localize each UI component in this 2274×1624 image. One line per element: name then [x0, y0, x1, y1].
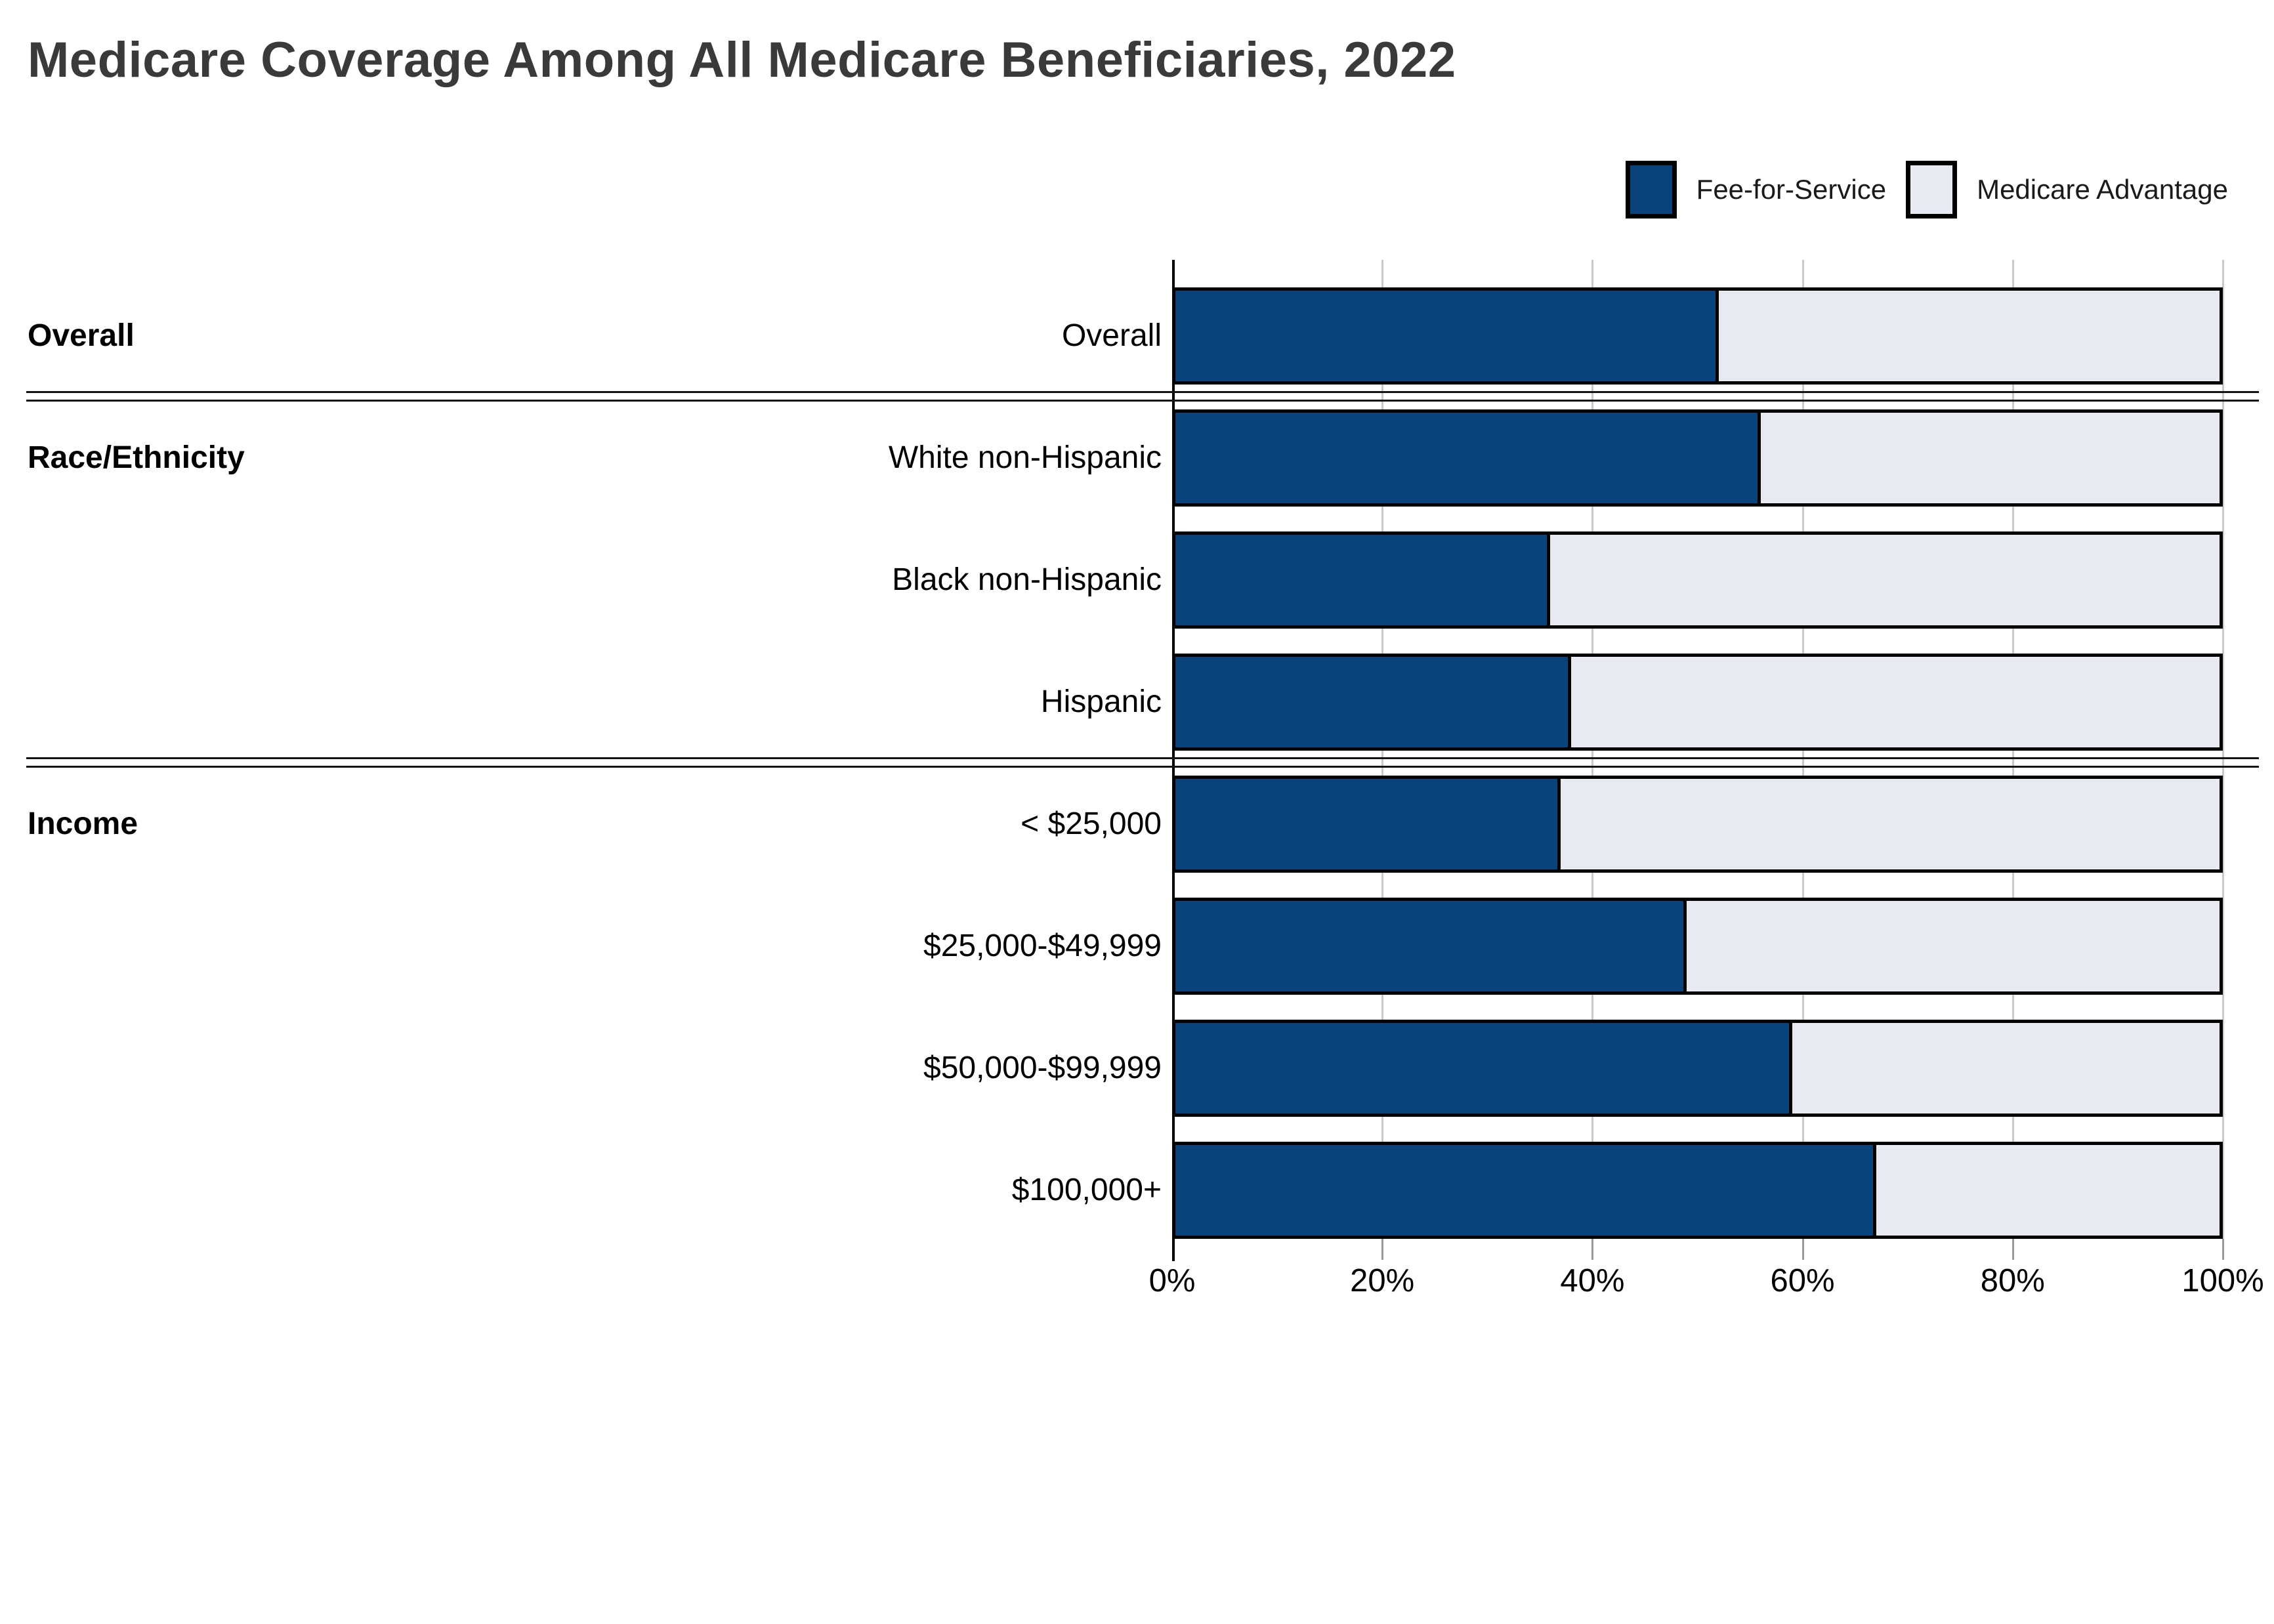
x-tick-label-60: 60%: [1770, 1263, 1835, 1299]
row-label-25-000-49-999: $25,000-$49,999: [923, 928, 1162, 963]
tick-mark-20: [1381, 1239, 1383, 1260]
x-tick-label-80: 80%: [1980, 1263, 2045, 1299]
bar-segment-fee-for-service-25-000: [1172, 776, 1561, 873]
bar-segment-fee-for-service-black-non-hispanic: [1172, 531, 1551, 629]
legend-item-fee-for-service: Fee-for-Service: [1625, 161, 1887, 219]
chart-title: Medicare Coverage Among All Medicare Ben…: [28, 32, 1456, 88]
row-label-25-000: < $25,000: [1021, 806, 1162, 841]
row-label-100-000: $100,000+: [1011, 1173, 1162, 1207]
bar-segment-medicare-advantage-25-000-49-999: [1683, 898, 2223, 995]
bar-row-25-000: [1172, 776, 2223, 873]
section-divider-race-ethnicity-line-1: [26, 757, 2259, 759]
group-label-income: Income: [28, 806, 138, 841]
gridline-100: [2222, 260, 2224, 1239]
tick-mark-40: [1591, 1239, 1593, 1260]
bar-segment-fee-for-service-hispanic: [1172, 654, 1572, 751]
x-tick-label-40: 40%: [1560, 1263, 1625, 1299]
row-label-overall: Overall: [1061, 318, 1162, 353]
bar-segment-medicare-advantage-hispanic: [1568, 654, 2223, 751]
plot-area: [1172, 260, 2224, 1261]
bar-segment-medicare-advantage-100-000: [1872, 1142, 2223, 1239]
legend-swatch-medicare-advantage: [1906, 161, 1958, 219]
legend-swatch-fee-for-service: [1625, 161, 1677, 219]
legend: Fee-for-Service Medicare Advantage: [1625, 159, 2228, 220]
bar-row-overall: [1172, 287, 2223, 385]
section-divider-race-ethnicity-line-2: [26, 766, 2259, 768]
bar-segment-fee-for-service-overall: [1172, 287, 1719, 385]
row-label-white-non-hispanic: White non-Hispanic: [888, 440, 1162, 475]
bar-row-25-000-49-999: [1172, 898, 2223, 995]
legend-item-medicare-advantage: Medicare Advantage: [1906, 161, 2228, 219]
section-divider-overall-line-1: [26, 391, 2259, 393]
x-tick-label-100: 100%: [2181, 1263, 2264, 1299]
legend-label-fee-for-service: Fee-for-Service: [1696, 174, 1887, 205]
row-label-black-non-hispanic: Black non-Hispanic: [892, 562, 1162, 597]
tick-mark-80: [2012, 1239, 2014, 1260]
bar-segment-medicare-advantage-overall: [1715, 287, 2223, 385]
bar-segment-medicare-advantage-white-non-hispanic: [1757, 409, 2223, 507]
bar-segment-fee-for-service-white-non-hispanic: [1172, 409, 1761, 507]
bar-row-white-non-hispanic: [1172, 409, 2223, 507]
x-tick-label-0: 0%: [1148, 1263, 1196, 1299]
bar-row-hispanic: [1172, 654, 2223, 751]
tick-mark-60: [1802, 1239, 1804, 1260]
bar-row-50-000-99-999: [1172, 1020, 2223, 1117]
tick-mark-100: [2222, 1239, 2224, 1260]
bar-segment-fee-for-service-25-000-49-999: [1172, 898, 1687, 995]
bar-row-black-non-hispanic: [1172, 531, 2223, 629]
group-label-race-ethnicity: Race/Ethnicity: [28, 440, 245, 475]
x-tick-label-20: 20%: [1350, 1263, 1415, 1299]
y-axis-line: [1172, 260, 1175, 1261]
group-label-overall: Overall: [28, 318, 135, 353]
bar-segment-medicare-advantage-black-non-hispanic: [1547, 531, 2223, 629]
row-label-50-000-99-999: $50,000-$99,999: [923, 1051, 1162, 1085]
row-label-hispanic: Hispanic: [1040, 684, 1162, 719]
bar-row-100-000: [1172, 1142, 2223, 1239]
bar-segment-fee-for-service-100-000: [1172, 1142, 1876, 1239]
bar-segment-fee-for-service-50-000-99-999: [1172, 1020, 1792, 1117]
section-divider-overall-line-2: [26, 400, 2259, 402]
bar-segment-medicare-advantage-25-000: [1557, 776, 2223, 873]
bar-segment-medicare-advantage-50-000-99-999: [1788, 1020, 2223, 1117]
legend-label-medicare-advantage: Medicare Advantage: [1977, 174, 2228, 205]
